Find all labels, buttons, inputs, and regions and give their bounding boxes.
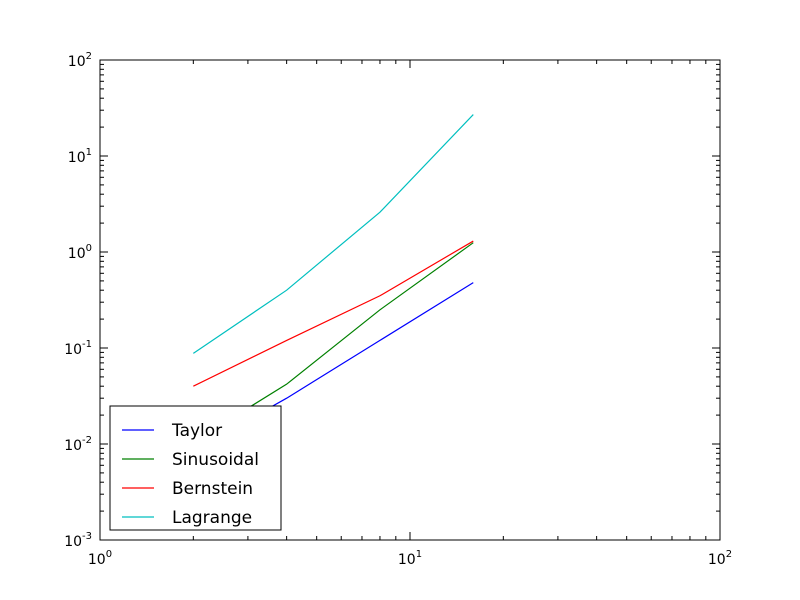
x-tick-label: 101	[398, 549, 422, 568]
y-tick-label: 10-3	[64, 531, 92, 550]
legend-frame	[109, 405, 282, 531]
y-tick-label: 10-2	[64, 435, 92, 454]
series-line-lagrange	[192, 114, 474, 354]
tick-labels: 100 101 102 10-3 10-2 10-1 100 101 102	[64, 51, 732, 568]
y-tick-label: 102	[68, 51, 92, 70]
x-tick-label: 100	[88, 549, 112, 568]
y-tick-label: 100	[68, 243, 92, 262]
series-line-bernstein	[193, 240, 474, 387]
legend-label-lagrange: Lagrange	[172, 508, 252, 528]
x-tick-label: 102	[708, 549, 732, 568]
legend: Taylor Sinusoidal Bernstein Lagrange	[109, 405, 282, 531]
y-tick-label: 10-1	[64, 339, 92, 358]
legend-label-bernstein: Bernstein	[172, 479, 253, 499]
legend-label-sinusoidal: Sinusoidal	[172, 450, 259, 470]
y-tick-label: 101	[68, 147, 92, 166]
axes-frame	[99, 59, 721, 541]
legend-label-taylor: Taylor	[171, 421, 222, 441]
